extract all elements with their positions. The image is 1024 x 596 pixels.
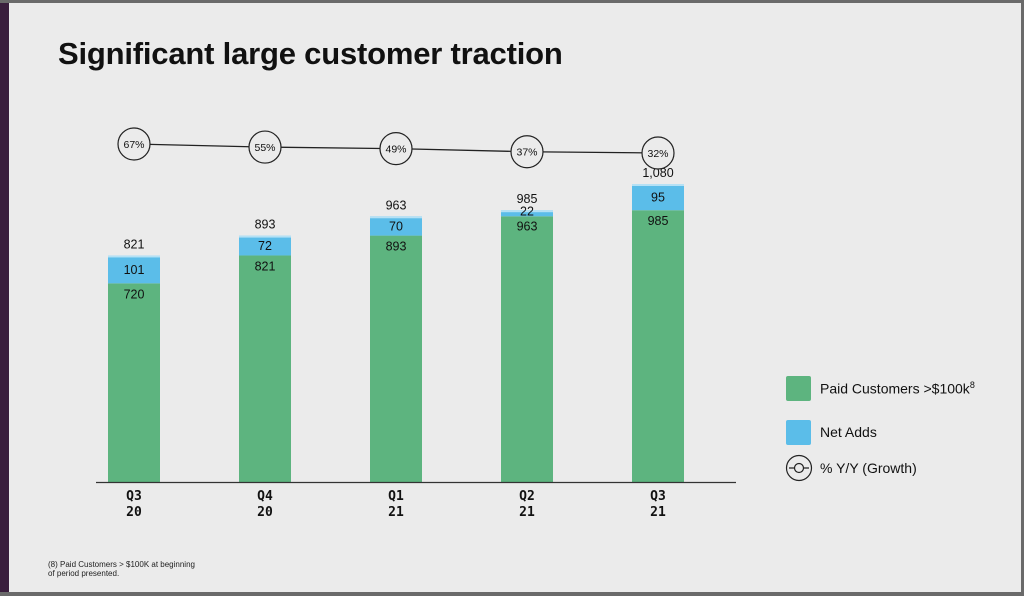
bar-paid-customers (239, 255, 291, 482)
growth-marker (117, 127, 151, 161)
bar-net-adds (239, 235, 291, 256)
bar-top-highlight (108, 255, 160, 258)
legend-label-growth: % Y/Y (Growth) (820, 460, 917, 476)
data-label-paid-customers: 821 (255, 259, 276, 273)
growth-label: 55% (254, 142, 275, 154)
growth-label: 37% (516, 147, 537, 159)
legend-item-paid-customers: Paid Customers >$100k8 (786, 376, 1006, 406)
bar-net-adds (501, 210, 553, 217)
x-tick-label: 20 (126, 505, 142, 520)
data-label-net-adds: 72 (258, 239, 272, 253)
bar-paid-customers (501, 216, 553, 483)
left-accent-stripe (0, 0, 9, 596)
bar-paid-customers (370, 235, 422, 482)
bar-top-highlight (501, 210, 553, 213)
x-tick-label: Q3 (126, 489, 142, 504)
slide-title: Significant large customer traction (58, 36, 563, 71)
top-border (0, 0, 1024, 3)
growth-marker (248, 130, 282, 164)
x-tick-label: 21 (650, 505, 666, 520)
data-label-total: 963 (386, 198, 407, 212)
legend-swatch-net-adds (786, 420, 811, 445)
bar-top-highlight (370, 216, 422, 219)
legend-label-paid-customers: Paid Customers >$100k8 (820, 380, 975, 397)
data-label-total: 893 (255, 218, 276, 232)
legend-item-growth: % Y/Y (Growth) (785, 454, 1006, 486)
bar-net-adds (108, 255, 160, 284)
growth-label: 49% (385, 144, 406, 156)
x-tick-label: 21 (519, 505, 535, 520)
bar-top-highlight (632, 184, 684, 186)
data-label-net-adds: 22 (520, 204, 534, 218)
data-label-net-adds: 70 (389, 219, 403, 233)
data-label-paid-customers: 720 (124, 287, 145, 301)
data-label-net-adds: 95 (651, 191, 665, 205)
data-label-total: 1,080 (642, 166, 673, 180)
x-tick-label: Q2 (519, 489, 535, 504)
data-label-paid-customers: 963 (517, 219, 538, 233)
growth-marker-icon (785, 454, 813, 482)
right-border (1021, 0, 1024, 596)
bar-top-highlight (239, 235, 291, 238)
x-tick-label: 20 (257, 505, 273, 520)
x-tick-label: Q1 (388, 489, 404, 504)
legend-item-net-adds: Net Adds (786, 420, 1006, 450)
growth-marker (641, 136, 675, 170)
growth-marker (510, 135, 544, 169)
bar-paid-customers (632, 210, 684, 483)
footnote: (8) Paid Customers > $100K at beginning … (48, 560, 195, 578)
data-label-total: 985 (517, 192, 538, 206)
growth-marker (379, 132, 413, 166)
data-label-paid-customers: 893 (386, 240, 407, 254)
x-tick-label: Q4 (257, 489, 273, 504)
bar-paid-customers (108, 283, 160, 482)
legend-label-net-adds: Net Adds (820, 424, 877, 440)
data-label-net-adds: 101 (124, 263, 145, 277)
x-tick-label: 21 (388, 505, 404, 520)
x-tick-label: Q3 (650, 489, 666, 504)
data-label-total: 821 (124, 237, 145, 251)
legend-swatch-paid-customers (786, 376, 811, 401)
bar-net-adds (370, 216, 422, 236)
bottom-border (0, 592, 1024, 596)
growth-label: 67% (123, 139, 144, 151)
bar-net-adds (632, 184, 684, 211)
growth-label: 32% (647, 148, 668, 160)
data-label-paid-customers: 985 (648, 214, 669, 228)
